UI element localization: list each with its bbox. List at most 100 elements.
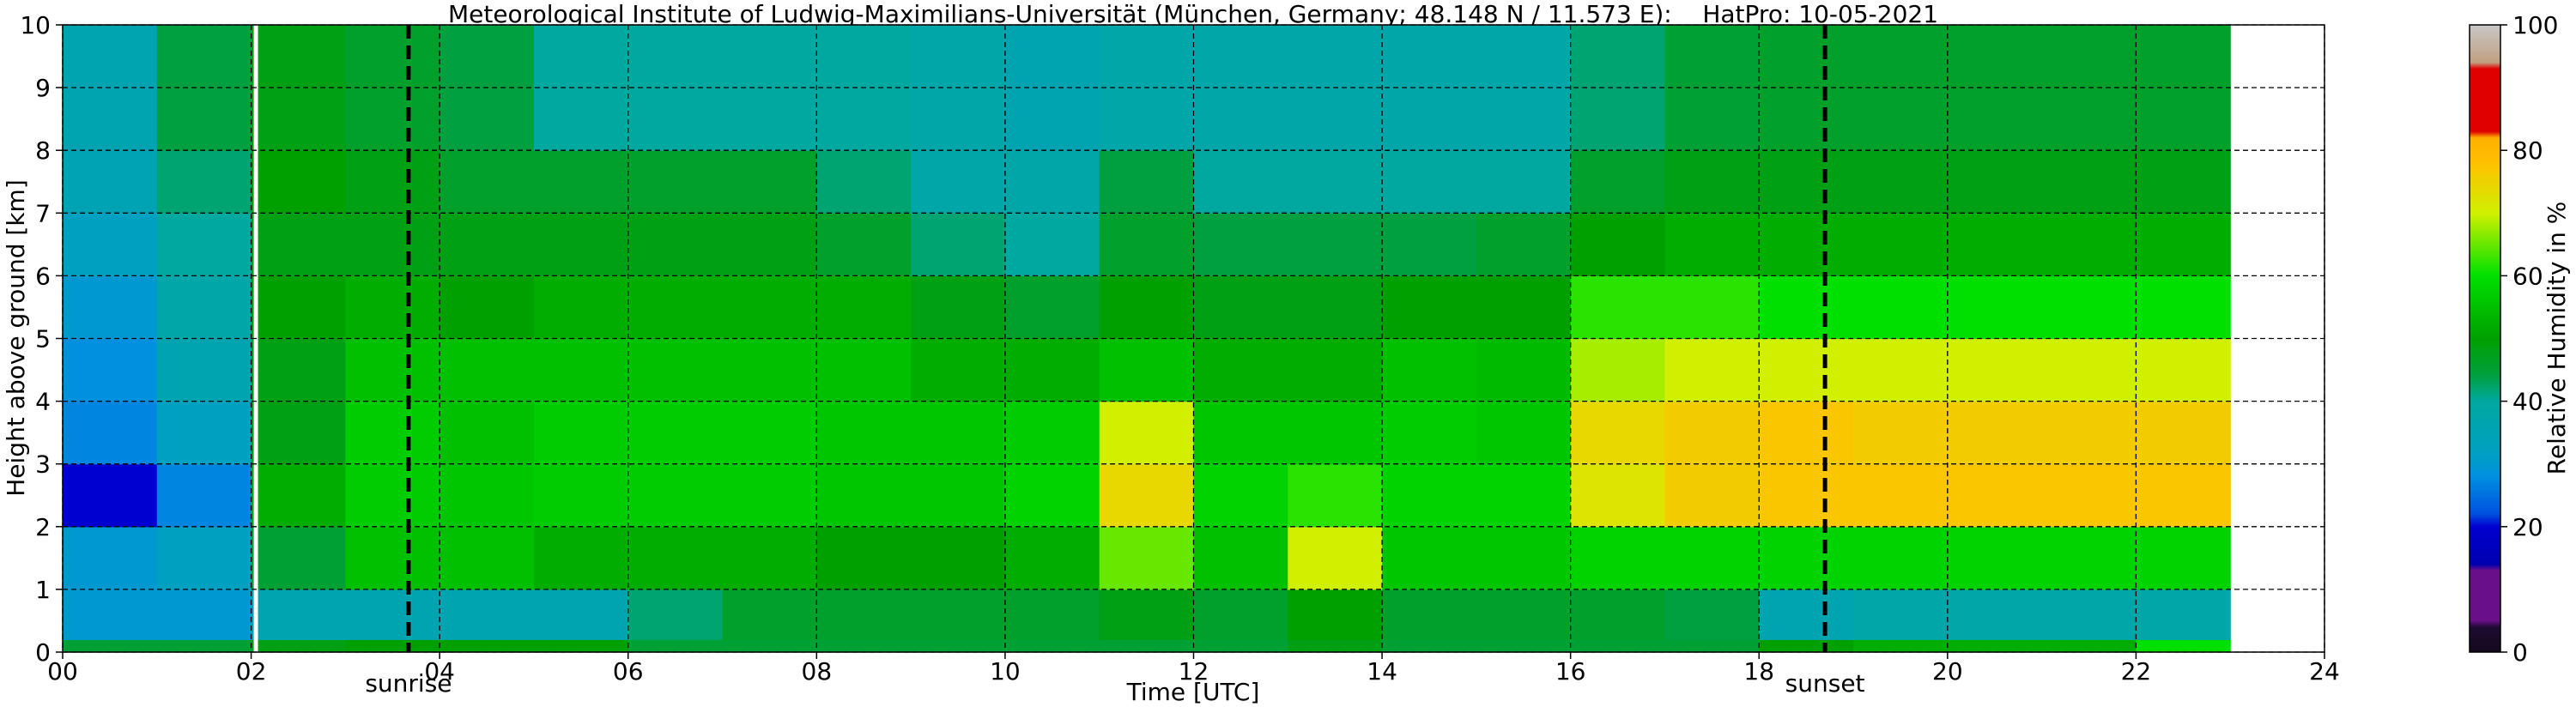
heatmap-cell (911, 150, 1006, 214)
heatmap-cell (251, 338, 346, 402)
x-tick-label: 24 (2309, 657, 2340, 686)
heatmap-cell (251, 275, 346, 340)
heatmap-cell (1570, 526, 1666, 590)
heatmap-cell (1664, 150, 1760, 214)
heatmap-cell (439, 639, 535, 653)
heatmap-cell (2041, 401, 2137, 465)
heatmap-cell (1476, 401, 1572, 465)
heatmap-cell (2136, 213, 2231, 276)
heatmap-cell (1476, 463, 1572, 528)
heatmap-cell (627, 213, 724, 276)
heatmap-cell (439, 275, 535, 340)
heatmap-cell (1288, 589, 1383, 640)
heatmap-cell (1382, 589, 1477, 640)
heatmap-cell (533, 526, 629, 590)
heatmap-cell (1947, 338, 2043, 402)
heatmap-cell (1853, 401, 1949, 465)
colorbar-tick-label: 60 (2512, 262, 2543, 290)
heatmap-cell (1947, 150, 2043, 214)
heatmap-cell (1947, 401, 2043, 465)
x-tick-label: 12 (1179, 657, 1209, 686)
heatmap-cell (1382, 150, 1477, 214)
heatmap-cell (1288, 401, 1383, 465)
colorbar-tick-label: 40 (2512, 388, 2543, 416)
heatmap-cell (722, 401, 817, 465)
heatmap-cell (627, 639, 724, 653)
heatmap-cell (911, 526, 1006, 590)
heatmap-cell (156, 150, 252, 214)
heatmap-cell (1947, 639, 2043, 653)
heatmap-cell (627, 338, 724, 402)
heatmap-cell (1664, 213, 1760, 276)
heatmap-cell (1476, 589, 1572, 640)
heatmap-cell (1099, 338, 1195, 402)
heatmap-cell (911, 401, 1006, 465)
heatmap-cell (1853, 589, 1949, 640)
event-label: sunrise (365, 669, 452, 698)
heatmap-cell (911, 639, 1006, 653)
y-axis-label: Height above ground [km] (2, 179, 30, 497)
heatmap-cell (251, 150, 346, 214)
heatmap-cell (1382, 526, 1477, 590)
heatmap-cell (1476, 150, 1572, 214)
heatmap-cell (2136, 463, 2231, 528)
heatmap-cell (1193, 338, 1288, 402)
colorbar-tick-label: 80 (2512, 136, 2543, 165)
heatmap-cell (1570, 639, 1666, 653)
heatmap-cell (1853, 338, 1949, 402)
heatmap-cell (2041, 639, 2137, 653)
y-tick-label: 3 (35, 450, 51, 479)
x-tick-label: 22 (2121, 657, 2152, 686)
heatmap-cell (1476, 526, 1572, 590)
heatmap-cell (816, 463, 912, 528)
heatmap-cell (2041, 150, 2137, 214)
heatmap-cell (911, 213, 1006, 276)
heatmap-cell (63, 213, 158, 276)
x-tick-label: 08 (802, 657, 833, 686)
heatmap-cell (816, 589, 912, 640)
heatmap-cell (156, 213, 252, 276)
heatmap-cell (345, 401, 440, 465)
heatmap-cell (627, 589, 724, 640)
heatmap-cell (1759, 150, 1854, 214)
heatmap-cell (1099, 275, 1195, 340)
heatmap-cell (2136, 639, 2231, 653)
heatmap-cell (439, 589, 535, 640)
heatmap-cell (345, 463, 440, 528)
heatmap-cell (439, 526, 535, 590)
y-tick-label: 1 (35, 576, 51, 604)
heatmap-cell (1099, 213, 1195, 276)
heatmap-cell (1099, 463, 1195, 528)
heatmap-cell (1664, 401, 1760, 465)
heatmap-cell (439, 463, 535, 528)
heatmap-cell (2136, 589, 2231, 640)
heatmap-cell (63, 639, 158, 653)
heatmap-cell (816, 213, 912, 276)
heatmap-cell (722, 275, 817, 340)
heatmap-cell (816, 401, 912, 465)
heatmap-cell (722, 463, 817, 528)
heatmap-cell (439, 150, 535, 214)
heatmap-cell (251, 526, 346, 590)
heatmap-cell (345, 213, 440, 276)
heatmap-cell (1759, 275, 1854, 340)
heatmap-cell (1099, 401, 1195, 465)
heatmap-cell (2041, 463, 2137, 528)
heatmap-cell (1099, 150, 1195, 214)
heatmap-cell (1288, 275, 1383, 340)
heatmap-cell (1288, 338, 1383, 402)
heatmap-cell (1004, 338, 1100, 402)
heatmap-cell (1193, 213, 1288, 276)
x-tick-label: 04 (424, 657, 455, 686)
heatmap-cell (2041, 526, 2137, 590)
y-tick-label: 7 (35, 199, 51, 227)
heatmap-cell (63, 589, 158, 640)
heatmap-cell (533, 275, 629, 340)
heatmap-cell (1664, 463, 1760, 528)
heatmap-cell (156, 401, 252, 465)
x-tick-label: 20 (1932, 657, 1963, 686)
heatmap-cell (2136, 338, 2231, 402)
heatmap-cell (722, 150, 817, 214)
heatmap-cell (1570, 275, 1666, 340)
